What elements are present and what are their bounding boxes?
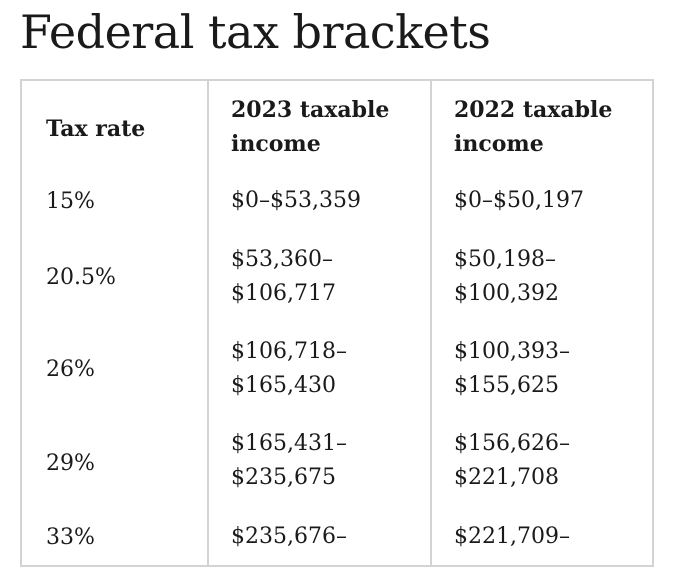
row-2-rate: 20.5% [46, 265, 116, 290]
page-title: Federal tax brackets [20, 5, 491, 59]
column-divider [207, 81, 209, 565]
row-2-2023-line2: $106,717 [231, 281, 336, 306]
column-divider [430, 81, 432, 565]
header-2023-line1: 2023 taxable [231, 97, 390, 123]
row-2-2022-line2: $100,392 [454, 281, 559, 306]
row-1-rate: 15% [46, 189, 95, 214]
header-2022-line1: 2022 taxable [454, 97, 613, 123]
row-4-2023-line2: $235,675 [231, 465, 336, 490]
row-5-rate: 33% [46, 525, 95, 550]
row-3-rate: 26% [46, 357, 95, 382]
header-2022-line2: income [454, 131, 544, 157]
row-4-2023-line1: $165,431– [231, 431, 347, 456]
row-4-2022-line2: $221,708 [454, 465, 559, 490]
tax-brackets-table: Tax rate 2023 taxable income 2022 taxabl… [20, 79, 654, 567]
row-4-rate: 29% [46, 451, 95, 476]
row-4-2022-line1: $156,626– [454, 431, 570, 456]
row-3-2023-line2: $165,430 [231, 373, 336, 398]
row-1-2023: $0–$53,359 [231, 188, 361, 213]
row-3-2022-line1: $100,393– [454, 339, 570, 364]
row-2-2023-line1: $53,360– [231, 247, 333, 272]
row-2-2022-line1: $50,198– [454, 247, 556, 272]
row-3-2023-line1: $106,718– [231, 339, 347, 364]
header-2023-line2: income [231, 131, 321, 157]
row-5-2022: $221,709– [454, 524, 570, 549]
row-3-2022-line2: $155,625 [454, 373, 559, 398]
header-tax-rate: Tax rate [46, 116, 146, 142]
row-5-2023: $235,676– [231, 524, 347, 549]
row-1-2022: $0–$50,197 [454, 188, 584, 213]
